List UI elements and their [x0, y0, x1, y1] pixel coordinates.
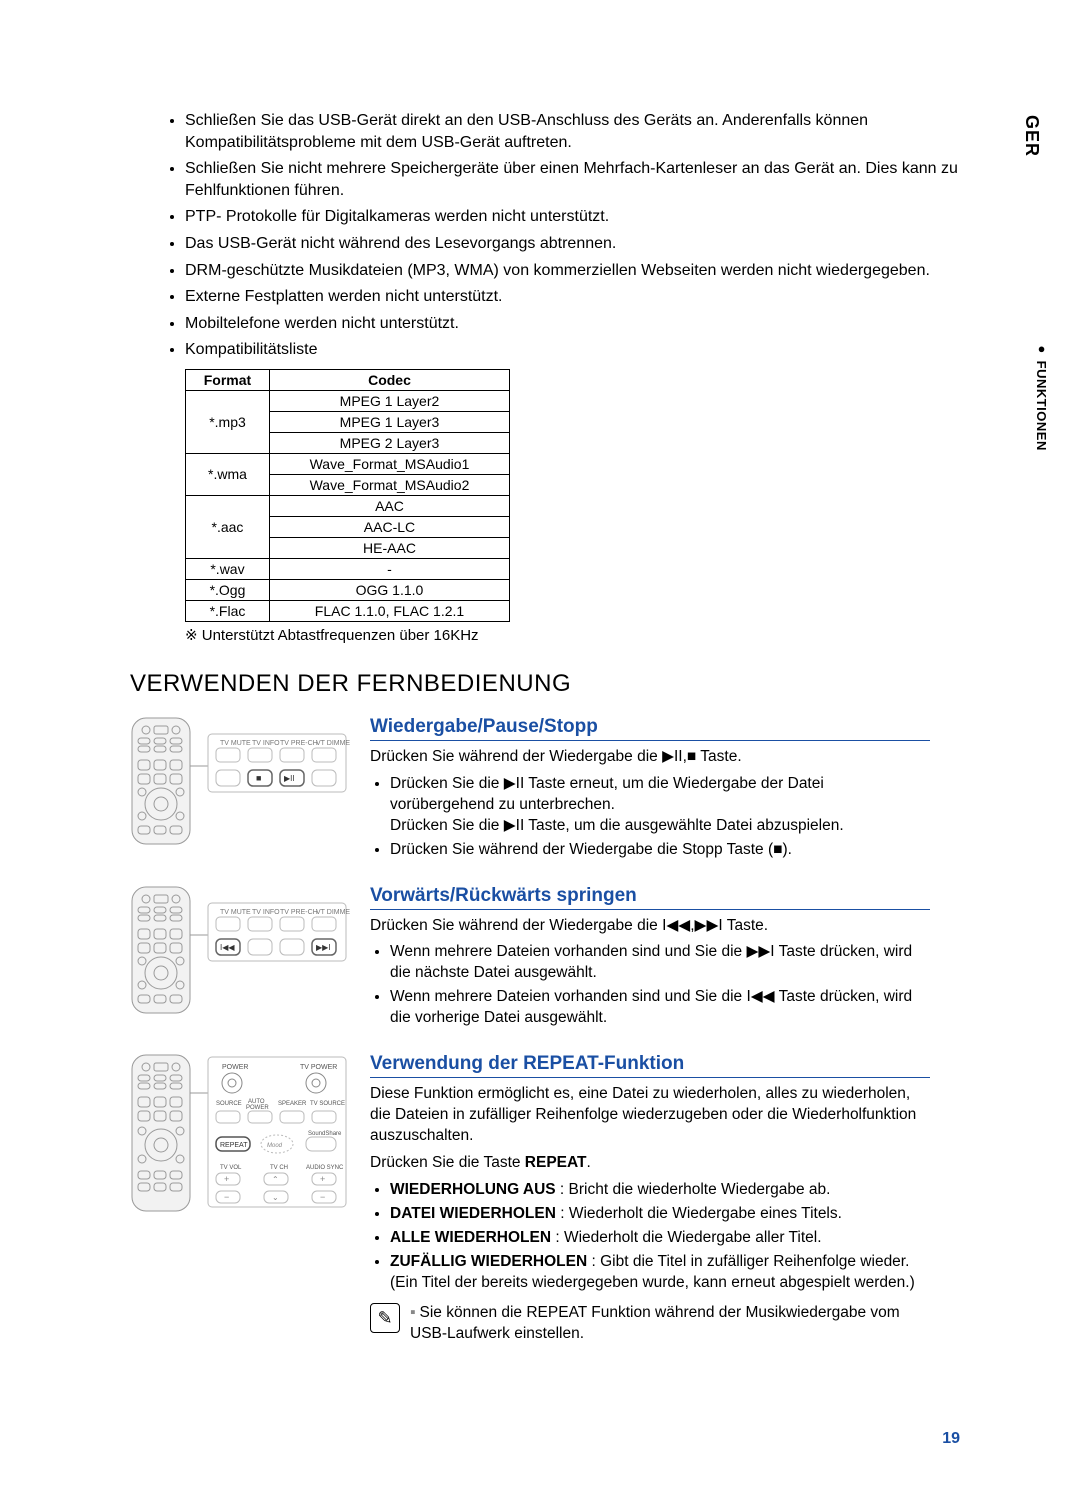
svg-text:SOURCE: SOURCE — [216, 1101, 242, 1107]
svg-text:▶II: ▶II — [284, 774, 295, 783]
play-bullet: Drücken Sie während der Wiedergabe die S… — [390, 840, 930, 861]
codec-cell: - — [269, 558, 509, 579]
usb-note: Kompatibilitätsliste — [185, 339, 970, 361]
side-tab-text: FUNKTIONEN — [1034, 361, 1049, 451]
repeat-mode: WIEDERHOLUNG AUS : Bricht die wiederholt… — [390, 1180, 930, 1201]
codec-cell: MPEG 2 Layer3 — [269, 432, 509, 453]
codec-cell: Wave_Format_MSAudio1 — [269, 453, 509, 474]
svg-text:SPEAKER: SPEAKER — [278, 1101, 307, 1107]
svg-text:−: − — [224, 1192, 229, 1202]
fmt-cell: *.wma — [186, 453, 270, 495]
section-title: VERWENDEN DER FERNBEDIENUNG — [130, 670, 970, 698]
remote-illustration-play: TV MUTE TV INFO TV PRE-CH VT DIMMER ■ ▶I… — [130, 716, 350, 871]
side-language-label: GER — [1021, 115, 1042, 157]
svg-text:TV INFO: TV INFO — [252, 740, 280, 747]
svg-text:▶▶I: ▶▶I — [316, 943, 331, 952]
fmt-cell: *.Flac — [186, 600, 270, 621]
codec-cell: AAC — [269, 495, 509, 516]
repeat-desc: Diese Funktion ermöglicht es, eine Datei… — [370, 1084, 930, 1147]
play-bullets: Drücken Sie die ▶II Taste erneut, um die… — [370, 774, 930, 861]
svg-text:POWER: POWER — [222, 1064, 248, 1071]
usb-note: PTP- Protokolle für Digitalkameras werde… — [185, 206, 970, 228]
fmt-cell: *.mp3 — [186, 390, 270, 453]
usb-notes-list: Schließen Sie das USB-Gerät direkt an de… — [130, 110, 970, 361]
heading-repeat: Verwendung der REPEAT-Funktion — [370, 1053, 930, 1078]
skip-intro: Drücken Sie während der Wiedergabe die I… — [370, 916, 930, 937]
svg-text:+: + — [320, 1174, 325, 1184]
usb-note: DRM-geschützte Musikdateien (MP3, WMA) v… — [185, 260, 970, 282]
remote-illustration-skip: TV MUTETV INFOTV PRE-CHVT DIMMER I◀◀ ▶▶I — [130, 885, 350, 1040]
codec-cell: MPEG 1 Layer3 — [269, 411, 509, 432]
svg-text:REPEAT: REPEAT — [220, 1142, 248, 1149]
codec-cell: HE-AAC — [269, 537, 509, 558]
side-section-tab: ● FUNKTIONEN — [1031, 335, 1052, 457]
compatibility-table: Format Codec *.mp3MPEG 1 Layer2 MPEG 1 L… — [185, 369, 510, 622]
codec-cell: MPEG 1 Layer2 — [269, 390, 509, 411]
svg-text:TV MUTE: TV MUTE — [220, 909, 251, 916]
codec-cell: OGG 1.1.0 — [269, 579, 509, 600]
usb-note: Mobiltelefone werden nicht unterstützt. — [185, 313, 970, 335]
repeat-mode: DATEI WIEDERHOLEN : Wiederholt die Wiede… — [390, 1204, 930, 1225]
usb-note: Schließen Sie nicht mehrere Speichergerä… — [185, 158, 970, 201]
heading-skip: Vorwärts/Rückwärts springen — [370, 885, 930, 910]
page-number: 19 — [942, 1430, 960, 1448]
svg-text:TV CH: TV CH — [270, 1165, 288, 1171]
repeat-note: ✎ ▪Sie können die REPEAT Funktion währen… — [370, 1303, 930, 1345]
repeat-mode: ALLE WIEDERHOLEN : Wiederholt die Wieder… — [390, 1228, 930, 1249]
svg-text:−: − — [320, 1192, 325, 1202]
svg-text:TV SOURCE: TV SOURCE — [310, 1101, 345, 1107]
svg-text:VT DIMMER: VT DIMMER — [316, 740, 350, 747]
svg-text:■: ■ — [256, 773, 261, 783]
fmt-cell: *.Ogg — [186, 579, 270, 600]
svg-text:⌄: ⌄ — [272, 1193, 279, 1202]
remote-illustration-repeat: POWERTV POWER SOURCEAUTOPOWERSPEAKERTV S… — [130, 1053, 350, 1345]
pencil-note-icon: ✎ — [370, 1303, 400, 1333]
svg-text:TV PRE-CH: TV PRE-CH — [280, 909, 318, 916]
play-intro: Drücken Sie während der Wiedergabe die ▶… — [370, 747, 930, 768]
play-bullet: Drücken Sie die ▶II Taste erneut, um die… — [390, 774, 930, 837]
fmt-cell: *.wav — [186, 558, 270, 579]
svg-text:Mood: Mood — [267, 1143, 283, 1149]
skip-bullets: Wenn mehrere Dateien vorhanden sind und … — [370, 942, 930, 1029]
codec-cell: AAC-LC — [269, 516, 509, 537]
svg-text:I◀◀: I◀◀ — [220, 943, 235, 952]
svg-text:TV VOL: TV VOL — [220, 1165, 242, 1171]
repeat-note-text: ▪Sie können die REPEAT Funktion während … — [410, 1303, 930, 1345]
repeat-instruction: Drücken Sie die Taste REPEAT. — [370, 1153, 930, 1174]
repeat-modes-list: WIEDERHOLUNG AUS : Bricht die wiederholt… — [370, 1180, 930, 1294]
svg-text:SoundShare: SoundShare — [308, 1131, 342, 1137]
col-format: Format — [186, 369, 270, 390]
usb-note: Das USB-Gerät nicht während des Lesevorg… — [185, 233, 970, 255]
usb-note: Schließen Sie das USB-Gerät direkt an de… — [185, 110, 970, 153]
heading-play: Wiedergabe/Pause/Stopp — [370, 716, 930, 741]
svg-text:AUDIO SYNC: AUDIO SYNC — [306, 1165, 344, 1171]
svg-text:TV PRE-CH: TV PRE-CH — [280, 740, 318, 747]
svg-text:⌃: ⌃ — [272, 1175, 279, 1184]
skip-bullet: Wenn mehrere Dateien vorhanden sind und … — [390, 942, 930, 984]
col-codec: Codec — [269, 369, 509, 390]
svg-text:TV INFO: TV INFO — [252, 909, 280, 916]
svg-text:TV MUTE: TV MUTE — [220, 740, 251, 747]
svg-text:TV POWER: TV POWER — [300, 1064, 337, 1071]
svg-text:+: + — [224, 1174, 229, 1184]
codec-cell: Wave_Format_MSAudio2 — [269, 474, 509, 495]
svg-text:VT DIMMER: VT DIMMER — [316, 909, 350, 916]
codec-cell: FLAC 1.1.0, FLAC 1.2.1 — [269, 600, 509, 621]
skip-bullet: Wenn mehrere Dateien vorhanden sind und … — [390, 987, 930, 1029]
usb-note: Externe Festplatten werden nicht unterst… — [185, 286, 970, 308]
fmt-cell: *.aac — [186, 495, 270, 558]
table-footnote: ※ Unterstützt Abtastfrequenzen über 16KH… — [185, 626, 970, 644]
svg-text:POWER: POWER — [246, 1105, 269, 1111]
repeat-mode: ZUFÄLLIG WIEDERHOLEN : Gibt die Titel in… — [390, 1252, 930, 1294]
